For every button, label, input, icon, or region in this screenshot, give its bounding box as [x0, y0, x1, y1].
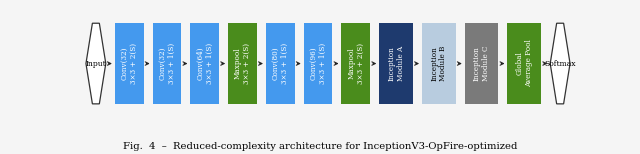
FancyBboxPatch shape: [115, 23, 143, 104]
Text: Conv(32)
3×3 + 2(S): Conv(32) 3×3 + 2(S): [120, 43, 138, 84]
Text: Inception
Module A: Inception Module A: [387, 46, 404, 81]
Text: Inception
Module C: Inception Module C: [473, 46, 490, 81]
FancyBboxPatch shape: [152, 23, 181, 104]
Text: Fig.  4  –  Reduced-complexity architecture for InceptionV3-OpFire-optimized: Fig. 4 – Reduced-complexity architecture…: [123, 142, 517, 151]
Text: Conv(80)
3×3 + 1(S): Conv(80) 3×3 + 1(S): [272, 43, 289, 84]
Polygon shape: [86, 23, 106, 104]
Text: Maxpool
3×3 + 2(S): Maxpool 3×3 + 2(S): [348, 43, 364, 84]
FancyBboxPatch shape: [380, 23, 413, 104]
FancyBboxPatch shape: [266, 23, 294, 104]
FancyBboxPatch shape: [228, 23, 257, 104]
Text: Global
Average Pool: Global Average Pool: [516, 40, 533, 87]
Text: Input: Input: [86, 60, 106, 68]
FancyBboxPatch shape: [465, 23, 499, 104]
Text: Conv(64)
3×3 + 1(S): Conv(64) 3×3 + 1(S): [196, 43, 213, 84]
FancyBboxPatch shape: [508, 23, 541, 104]
Text: Maxpool
3×3 + 2(S): Maxpool 3×3 + 2(S): [234, 43, 251, 84]
FancyBboxPatch shape: [422, 23, 456, 104]
Text: Softmax: Softmax: [545, 60, 576, 68]
FancyBboxPatch shape: [304, 23, 332, 104]
Polygon shape: [550, 23, 570, 104]
FancyBboxPatch shape: [342, 23, 371, 104]
Text: Conv(32)
3×3 + 1(S): Conv(32) 3×3 + 1(S): [158, 43, 175, 84]
Text: Conv(96)
3×3 + 1(S): Conv(96) 3×3 + 1(S): [310, 43, 326, 84]
Text: Inception
Module B: Inception Module B: [430, 46, 447, 81]
FancyBboxPatch shape: [190, 23, 219, 104]
